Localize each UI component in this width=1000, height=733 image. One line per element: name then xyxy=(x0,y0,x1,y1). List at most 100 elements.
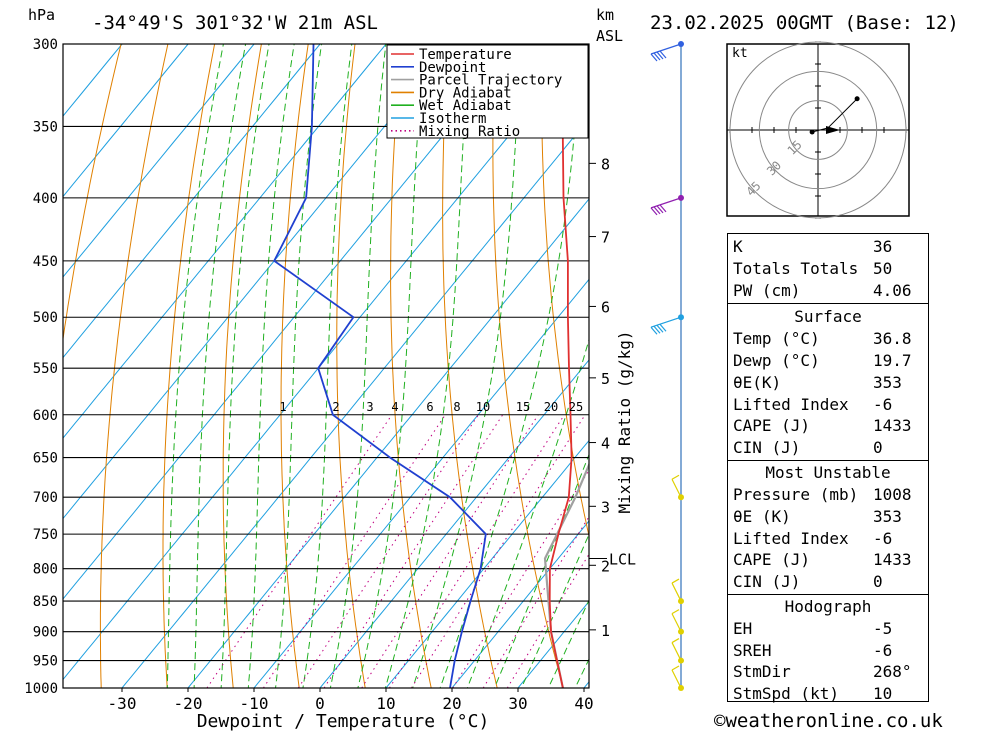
wind-barb xyxy=(671,642,682,661)
wind-barb-flag xyxy=(656,205,664,214)
pressure-tick-label: 1000 xyxy=(24,681,58,697)
pressure-tick-label: 950 xyxy=(33,654,58,670)
surface-value: 1433 xyxy=(873,416,912,435)
mixing-ratio-tick-label: 10 xyxy=(476,400,490,414)
x-axis-title: Dewpoint / Temperature (°C) xyxy=(197,711,490,732)
mu-label: CIN (J) xyxy=(733,572,801,591)
pressure-tick-label: 750 xyxy=(33,527,58,543)
km-tick-label: 3 xyxy=(601,498,610,516)
dry-adiabat-line xyxy=(99,44,169,688)
isotherm-line xyxy=(451,520,589,688)
km-axis: 1 2 3 4 5 6 7 8 LCL xyxy=(589,155,636,640)
hodo-label: SREH xyxy=(733,641,772,660)
datetime-title: 23.02.2025 00GMT (Base: 12) xyxy=(650,12,959,34)
pressure-tick-label: 800 xyxy=(33,562,58,578)
wet-adiabat-line xyxy=(547,599,589,688)
legend-label: Isotherm xyxy=(419,111,486,127)
km-tick-label: 4 xyxy=(601,435,610,453)
wind-barb-flag xyxy=(650,53,658,62)
surface-title: Surface xyxy=(794,307,862,326)
mixing-ratio-tick-label: 15 xyxy=(516,400,530,414)
profiles xyxy=(273,44,589,688)
legend-label: Dry Adiabat xyxy=(419,85,512,101)
location-title: -34°49'S 301°32'W 21m ASL xyxy=(92,12,378,34)
mixing-ratio-line xyxy=(506,553,589,688)
km-tick-label: 5 xyxy=(601,370,610,388)
divider xyxy=(728,460,928,461)
surface-value: 36.8 xyxy=(873,329,912,348)
indices-panel: K 36 Totals Totals 50 PW (cm) 4.06 Surfa… xyxy=(727,233,929,703)
hodo-value: 10 xyxy=(873,684,893,703)
wind-profile xyxy=(650,41,684,691)
divider xyxy=(728,303,928,304)
hodo-label: StmSpd (kt) xyxy=(733,684,839,703)
mixing-ratio-tick-label: 25 xyxy=(569,400,583,414)
most-unstable-title: Most Unstable xyxy=(765,463,891,482)
wind-barb-flag xyxy=(659,50,667,59)
surface-label: Lifted Index xyxy=(733,395,849,414)
legend-label: Parcel Trajectory xyxy=(419,73,562,89)
temperature-line xyxy=(548,44,573,688)
pressure-tick-label: 400 xyxy=(33,191,58,207)
surface-label: θE(K) xyxy=(733,373,782,392)
surface-label: Temp (°C) xyxy=(733,329,820,348)
x-tick-label: 30 xyxy=(508,694,527,713)
divider xyxy=(728,594,928,595)
parcel-trajectory-line xyxy=(543,462,589,688)
dry-adiabat-line xyxy=(336,44,366,688)
surface-label: CAPE (J) xyxy=(733,416,811,435)
isotherm-line xyxy=(63,44,387,439)
wind-barb xyxy=(671,478,682,498)
asl-axis-label: ASL xyxy=(596,27,624,45)
mu-label: Pressure (mb) xyxy=(733,485,859,504)
legend-label: Mixing Ratio xyxy=(419,124,520,140)
mixing-ratio-tick-label: 3 xyxy=(366,400,373,414)
hodo-value: -5 xyxy=(873,619,893,638)
pressure-tick-label: 500 xyxy=(33,310,58,326)
x-tick-label: -10 xyxy=(240,694,269,713)
pressure-tick-label: 650 xyxy=(33,451,58,467)
surface-value: 19.7 xyxy=(873,351,912,370)
wind-barb-flag xyxy=(671,609,680,615)
km-tick-label: 6 xyxy=(601,298,610,316)
wind-barb-flag xyxy=(671,638,680,644)
hodo-label: EH xyxy=(733,619,753,638)
temperature-axis: -30 -20 -10 0 10 20 30 40 xyxy=(108,688,594,713)
pressure-tick-label: 700 xyxy=(33,490,58,506)
plot-frame xyxy=(62,43,590,689)
isotherm-line xyxy=(63,44,321,359)
mixing-ratio-line xyxy=(323,414,504,688)
dry-adiabat-line xyxy=(222,44,262,688)
mixing-ratio-tick-label: 2 xyxy=(332,400,339,414)
mu-label: Lifted Index xyxy=(733,529,849,548)
mixing-ratio-tick-label: 4 xyxy=(391,400,398,414)
dry-adiabat-line xyxy=(280,44,309,688)
index-value: 50 xyxy=(873,259,893,278)
pressure-tick-label: 600 xyxy=(33,408,58,424)
surface-value: 0 xyxy=(873,438,883,457)
pressure-tick-label: 850 xyxy=(33,594,58,610)
isotherm-line xyxy=(0,0,4,714)
hodo-value: 268° xyxy=(873,662,912,681)
wet-adiabat-line xyxy=(247,44,295,688)
wet-adiabat-line xyxy=(520,533,589,688)
wind-barb xyxy=(671,669,682,689)
pressure-tick-label: 350 xyxy=(33,119,58,135)
dry-adiabat-line xyxy=(990,0,1000,714)
hodograph-title: Hodograph xyxy=(784,597,872,616)
mixing-ratio-axis-title: Mixing Ratio (g/kg) xyxy=(615,330,634,513)
wind-barb-flag xyxy=(656,51,664,60)
x-tick-label: -20 xyxy=(174,694,203,713)
wind-barb xyxy=(650,197,682,209)
wind-barb-flag xyxy=(671,578,680,584)
mixing-ratio-line xyxy=(297,414,479,688)
dewpoint-line xyxy=(273,44,487,688)
pressure-tick-label: 900 xyxy=(33,625,58,641)
wind-barb xyxy=(650,316,682,328)
index-label: PW (cm) xyxy=(733,281,801,300)
mu-value: 1008 xyxy=(873,485,912,504)
mixing-ratio-tick-label: 1 xyxy=(279,400,286,414)
legend-box xyxy=(386,44,589,139)
x-tick-label: 40 xyxy=(574,694,593,713)
